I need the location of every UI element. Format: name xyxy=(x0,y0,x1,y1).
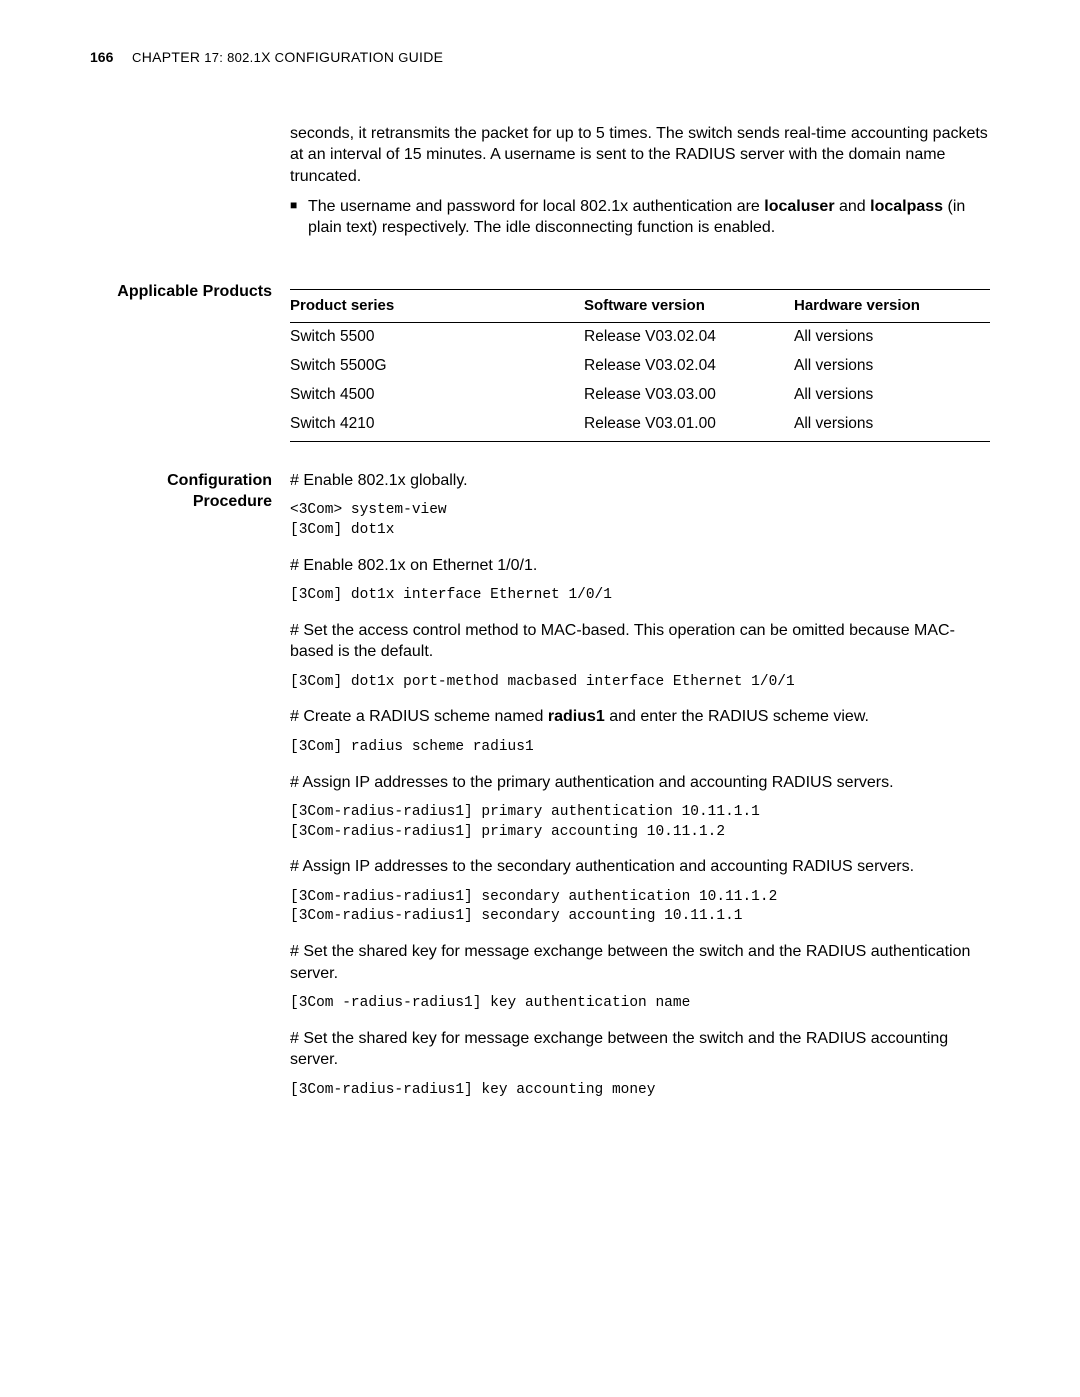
bullet-text: The username and password for local 802.… xyxy=(308,196,990,239)
chapter-num: 17: 802.1 xyxy=(200,50,261,65)
products-right: Product series Software version Hardware… xyxy=(290,281,990,442)
chapter-x: X xyxy=(261,49,271,65)
cell: All versions xyxy=(794,323,990,352)
step7-code: [3Com -radius-radius1] key authenticatio… xyxy=(290,994,990,1014)
cell: Release V03.02.04 xyxy=(584,323,794,352)
step6-text: # Assign IP addresses to the secondary a… xyxy=(290,856,990,878)
step2-text: # Enable 802.1x on Ethernet 1/0/1. xyxy=(290,555,990,577)
procedure-right: # Enable 802.1x globally. <3Com> system-… xyxy=(290,470,990,1113)
product-table: Product series Software version Hardware… xyxy=(290,289,990,442)
step4-post: and enter the RADIUS scheme view. xyxy=(605,708,869,725)
continuation-text: seconds, it retransmits the packet for u… xyxy=(290,123,990,188)
step4-code: [3Com] radius scheme radius1 xyxy=(290,738,990,758)
cell: Switch 5500G xyxy=(290,352,584,381)
page-number: 166 xyxy=(90,48,118,67)
step4-text: # Create a RADIUS scheme named radius1 a… xyxy=(290,706,990,728)
gap xyxy=(90,442,990,470)
procedure-row: Configuration Procedure # Enable 802.1x … xyxy=(90,470,990,1113)
col-hardware: Hardware version xyxy=(794,289,990,322)
cell: Switch 5500 xyxy=(290,323,584,352)
step3-code: [3Com] dot1x port-method macbased interf… xyxy=(290,673,990,693)
bullet-mid: and xyxy=(835,198,871,215)
products-heading: Applicable Products xyxy=(90,281,290,303)
cell: Switch 4500 xyxy=(290,381,584,410)
chapter-c: C xyxy=(132,50,142,65)
page-header: 166 CHAPTER 17: 802.1X CONFIGURATION GUI… xyxy=(90,48,990,67)
chapter-guide: G xyxy=(394,50,408,65)
cell: All versions xyxy=(794,381,990,410)
col-product: Product series xyxy=(290,289,584,322)
step6-code: [3Com-radius-radius1] secondary authenti… xyxy=(290,888,990,927)
cell: Release V03.02.04 xyxy=(584,352,794,381)
intro-row: seconds, it retransmits the packet for u… xyxy=(90,123,990,253)
content: seconds, it retransmits the packet for u… xyxy=(90,123,990,1113)
cell: All versions xyxy=(794,410,990,441)
step7-text: # Set the shared key for message exchang… xyxy=(290,941,990,984)
table-row: Switch 4500 Release V03.03.00 All versio… xyxy=(290,381,990,410)
bullet-row: ■ The username and password for local 80… xyxy=(290,196,990,239)
products-row: Applicable Products Product series Softw… xyxy=(90,281,990,442)
step1-text: # Enable 802.1x globally. xyxy=(290,470,990,492)
step2-code: [3Com] dot1x interface Ethernet 1/0/1 xyxy=(290,586,990,606)
bullet-bold1: localuser xyxy=(764,198,834,215)
procedure-heading: Configuration Procedure xyxy=(90,470,290,513)
table-row: Switch 5500 Release V03.02.04 All versio… xyxy=(290,323,990,352)
gap xyxy=(90,253,990,281)
cell: Release V03.01.00 xyxy=(584,410,794,441)
chapter-suffix: C xyxy=(271,50,285,65)
intro-right: seconds, it retransmits the packet for u… xyxy=(290,123,990,253)
bullet-marker-icon: ■ xyxy=(290,196,308,239)
cell: Release V03.03.00 xyxy=(584,381,794,410)
chapter-hapter: HAPTER xyxy=(142,49,201,65)
step5-code: [3Com-radius-radius1] primary authentica… xyxy=(290,803,990,842)
chapter-tail: ONFIGURATION xyxy=(284,49,394,65)
table-header-row: Product series Software version Hardware… xyxy=(290,289,990,322)
step1-code: <3Com> system-view [3Com] dot1x xyxy=(290,501,990,540)
chapter-guide-tail: UIDE xyxy=(409,49,444,65)
step8-code: [3Com-radius-radius1] key accounting mon… xyxy=(290,1081,990,1101)
step5-text: # Assign IP addresses to the primary aut… xyxy=(290,772,990,794)
bullet-bold2: localpass xyxy=(870,198,943,215)
step3-text: # Set the access control method to MAC-b… xyxy=(290,620,990,663)
col-software: Software version xyxy=(584,289,794,322)
step4-bold: radius1 xyxy=(548,708,605,725)
table-row: Switch 4210 Release V03.01.00 All versio… xyxy=(290,410,990,441)
step4-pre: # Create a RADIUS scheme named xyxy=(290,708,548,725)
cell: Switch 4210 xyxy=(290,410,584,441)
chapter-title: CHAPTER 17: 802.1X CONFIGURATION GUIDE xyxy=(132,48,443,67)
step8-text: # Set the shared key for message exchang… xyxy=(290,1028,990,1071)
cell: All versions xyxy=(794,352,990,381)
table-row: Switch 5500G Release V03.02.04 All versi… xyxy=(290,352,990,381)
bullet-start: The username and password for local 802.… xyxy=(308,198,764,215)
